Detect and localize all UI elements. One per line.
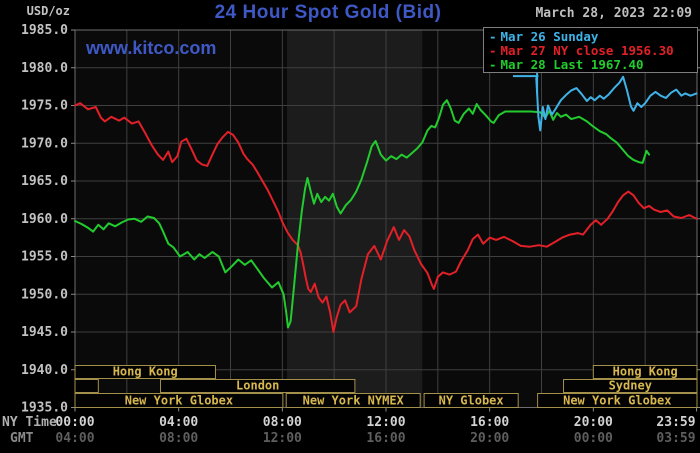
legend-dash: - <box>489 29 497 44</box>
x-axis-tick-label-ny: 00:00 <box>55 415 94 430</box>
price-line-mar-28 <box>74 99 651 329</box>
x-axis-tick-label-ny: 04:00 <box>159 415 198 430</box>
y-axis-tick-label: 1965.0 <box>21 174 68 189</box>
y-axis-tick-label: 1975.0 <box>21 99 68 114</box>
y-axis-tick-label: 1960.0 <box>21 212 68 227</box>
session-box <box>423 393 519 408</box>
legend-item: - Mar 27 NY close 1956.30 <box>489 44 692 58</box>
y-axis-tick-label: 1955.0 <box>21 250 68 265</box>
x-axis-tick-label-gmt: 04:00 <box>55 431 94 446</box>
session-label: New York NYMEX <box>303 394 405 408</box>
legend-item: - Mar 26 Sunday <box>489 30 692 44</box>
session-box <box>285 393 421 408</box>
legend-label: Mar 27 NY close 1956.30 <box>500 43 674 58</box>
datetime-label: March 28, 2023 22:09 <box>535 6 692 21</box>
session-box <box>74 393 284 408</box>
legend-label: Mar 26 Sunday <box>500 29 599 44</box>
x-axis-tick-label-ny: 23:59 <box>656 415 695 430</box>
y-axis-tick-label: 1935.0 <box>21 401 68 416</box>
legend-dash: - <box>489 57 497 72</box>
y-axis-tick-label: 1980.0 <box>21 61 68 76</box>
session-label: Hong Kong <box>613 365 678 379</box>
chart-title: 24 Hour Spot Gold (Bid) <box>214 2 442 23</box>
legend-item: - Mar 28 Last 1967.40 <box>489 58 692 72</box>
x-axis-tick-label-ny: 20:00 <box>574 415 613 430</box>
session-box <box>537 393 698 408</box>
session-box <box>160 379 356 393</box>
price-line-mar-27 <box>74 102 698 333</box>
price-line-mar-26 <box>535 75 698 132</box>
session-label: Sydney <box>609 379 652 393</box>
session-box <box>592 365 698 379</box>
x-axis-tick-label-ny: 12:00 <box>366 415 405 430</box>
legend-dash: - <box>489 43 497 58</box>
y-axis-tick-label: 1950.0 <box>21 287 68 302</box>
y-axis-tick-label: 1985.0 <box>21 23 68 38</box>
legend-label: Mar 28 Last 1967.40 <box>500 57 644 72</box>
x-axis-tick-label-ny: 16:00 <box>470 415 509 430</box>
y-axis-tick-label: 1945.0 <box>21 325 68 340</box>
session-label: NY Globex <box>439 394 504 408</box>
session-box <box>563 379 698 393</box>
legend-box: - Mar 26 Sunday - Mar 27 NY close 1956.30- M… <box>483 27 698 73</box>
x-axis-tick-label-gmt: 20:00 <box>470 431 509 446</box>
session-box <box>74 379 99 393</box>
x-axis-tick-label-gmt: 12:00 <box>263 431 302 446</box>
units-label: USD/oz <box>26 4 70 18</box>
kitco-watermark: www.kitco.com <box>86 38 217 58</box>
y-axis-tick-label: 1970.0 <box>21 136 68 151</box>
x-axis-tick-label-ny: 08:00 <box>263 415 302 430</box>
session-label: New York Globex <box>125 394 233 408</box>
session-label: Hong Kong <box>113 365 178 379</box>
y-axis-tick-label: 1940.0 <box>21 363 68 378</box>
x-axis-tick-label-gmt: 08:00 <box>159 431 198 446</box>
session-label: London <box>236 379 279 393</box>
x-axis-tick-label-gmt: 00:00 <box>574 431 613 446</box>
gmt-axis-label: GMT <box>10 431 34 446</box>
ny-time-axis-label: NY Time <box>2 415 57 430</box>
x-axis-tick-label-gmt: 03:59 <box>656 431 695 446</box>
session-label: New York Globex <box>563 394 671 408</box>
session-box <box>74 365 216 379</box>
x-axis-tick-label-gmt: 16:00 <box>366 431 405 446</box>
